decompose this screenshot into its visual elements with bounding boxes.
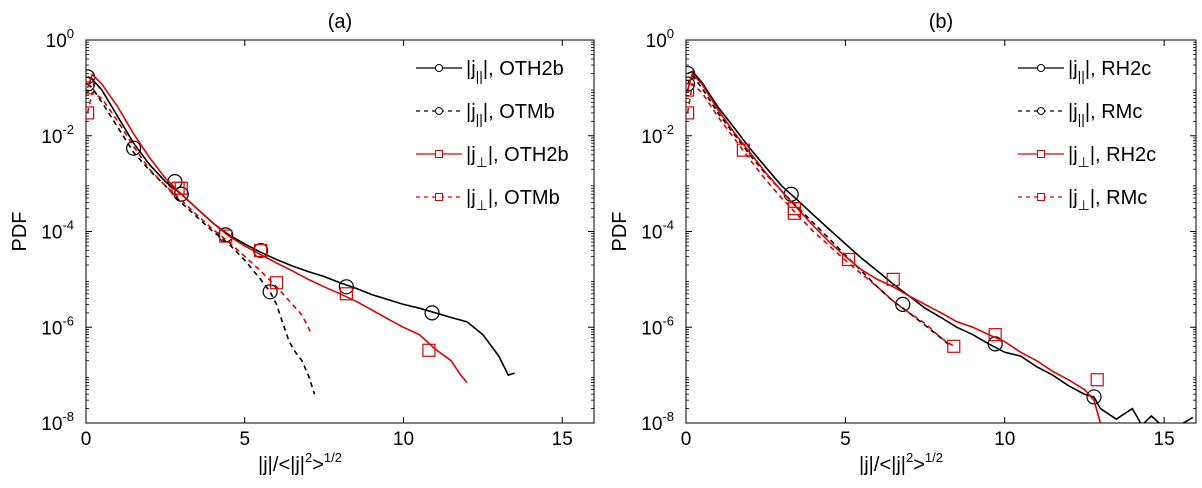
data-point-square: [787, 206, 801, 220]
data-point-circle: [338, 279, 354, 295]
data-point-square: [686, 106, 695, 120]
x-tick-label: 15: [552, 429, 573, 450]
data-point-square: [736, 143, 750, 157]
legend-entry-label: |j|||, OTH2b: [466, 58, 564, 84]
data-point-square: [269, 276, 284, 290]
plot-frame: [85, 39, 595, 424]
series-line: [686, 82, 955, 347]
y-tick-label: 10-4: [41, 218, 74, 244]
y-tick-label: 10-2: [41, 122, 74, 148]
legend-marker-circle: [435, 64, 443, 72]
x-tick-label: 15: [1154, 429, 1175, 450]
data-point-square: [174, 181, 188, 195]
legend-entry-label: |j|||, RMc: [1068, 101, 1142, 127]
data-point-square: [886, 272, 900, 286]
x-tick-label: 0: [681, 429, 692, 450]
series-line: [87, 76, 515, 377]
series-line: [687, 70, 1194, 423]
y-tick-label: 100: [46, 26, 74, 52]
x-axis-label: |j|/<|j|2>1/2: [859, 450, 943, 476]
y-axis-label: PDF: [9, 212, 31, 252]
panel-title: (a): [328, 11, 352, 33]
data-point-square: [86, 106, 95, 120]
legend-marker-square: [1037, 193, 1045, 201]
panel-title: (b): [929, 11, 953, 33]
data-point-square: [841, 252, 856, 267]
legend-entry-label: |j|||, RH2c: [1068, 58, 1151, 84]
series-line: [686, 71, 1102, 423]
series-line: [86, 91, 313, 336]
y-axis-label: PDF: [609, 212, 631, 252]
data-point-square: [686, 83, 695, 97]
y-tick-label: 10-8: [641, 409, 674, 435]
legend-marker-circle: [1037, 107, 1045, 115]
legend-entry-label: |j⊥|, RMc: [1068, 187, 1147, 213]
data-point-square: [86, 81, 95, 95]
series-line: [686, 74, 952, 347]
data-point-circle: [895, 296, 911, 313]
x-tick-label: 10: [393, 429, 414, 450]
series-line: [86, 73, 468, 384]
data-point-square: [254, 243, 268, 258]
y-tick-label: 10-8: [41, 409, 74, 435]
y-tick-label: 10-4: [641, 218, 674, 244]
legend-marker-square: [435, 193, 443, 201]
data-point-circle: [424, 305, 440, 321]
series-line: [87, 83, 316, 395]
series-layer: [686, 65, 1194, 423]
y-tick-label: 100: [646, 26, 674, 52]
legend-marker-square: [435, 150, 443, 158]
data-point-square: [988, 328, 1002, 342]
data-point-square: [947, 339, 961, 353]
panel-a: (a) 0 5 10 15 100 10-2 10-4 10-6 10-8 |j|/<|j|2>1/…: [9, 11, 595, 476]
data-point-square: [219, 229, 233, 243]
panel-b: (b) 0 5 10 15 100 10-2 10-4 10-6 10-8 |j|/<|j|2>1/…: [609, 11, 1197, 476]
y-tick-label: 10-2: [641, 122, 674, 148]
data-point-circle: [1086, 389, 1102, 405]
y-tick-label: 10-6: [41, 313, 74, 339]
data-point-circle: [686, 65, 696, 82]
legend-entry-label: |j⊥|, OTMb: [466, 187, 560, 213]
legend-marker-square: [1037, 150, 1045, 158]
x-tick-label: 10: [994, 429, 1015, 450]
data-point-square: [1090, 373, 1104, 387]
data-point-circle: [686, 76, 696, 92]
legend-entry-label: |j⊥|, RH2c: [1068, 144, 1156, 170]
series-layer: [86, 69, 515, 395]
x-axis-label: |j|/<|j|2>1/2: [258, 450, 342, 476]
x-tick-label: 5: [239, 429, 250, 450]
data-point-circle: [86, 76, 96, 92]
x-tick-label: 0: [81, 429, 92, 450]
legend-entry-label: |j⊥|, OTH2b: [466, 144, 569, 170]
legend-entry-label: |j|||, OTMb: [466, 101, 555, 127]
legend-marker-circle: [435, 107, 443, 115]
plot-frame: [685, 39, 1197, 424]
legend-marker-circle: [1037, 64, 1045, 72]
data-point-square: [422, 343, 436, 357]
x-tick-label: 5: [840, 429, 851, 450]
y-tick-label: 10-6: [641, 313, 674, 339]
data-point-circle: [126, 140, 142, 156]
data-point-square: [339, 287, 353, 301]
